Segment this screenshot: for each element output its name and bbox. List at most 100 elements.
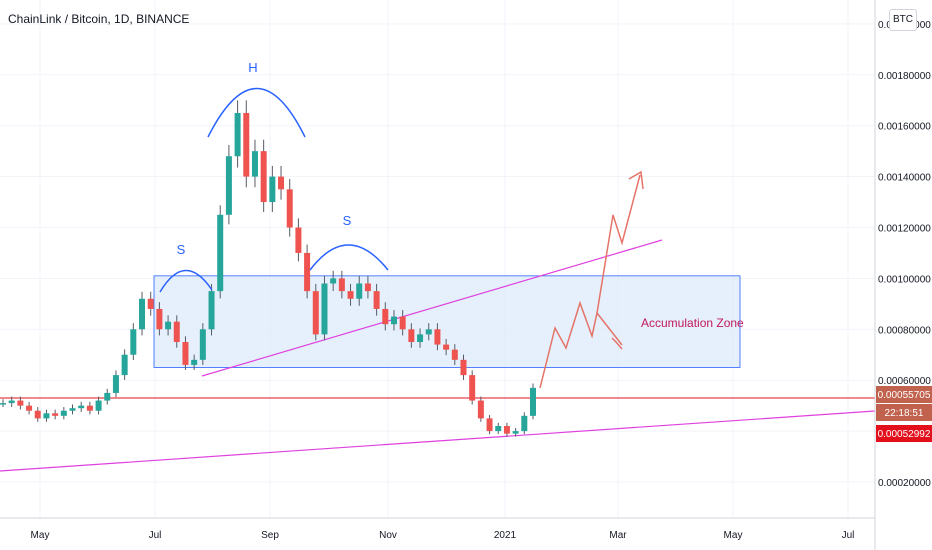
candle [225,144,232,225]
candle-body [364,283,371,292]
candle-body [147,298,154,309]
candle-body [69,408,76,411]
x-tick-label: Mar [609,530,627,541]
candle-body [139,298,146,330]
candle-body [260,151,267,203]
currency-button[interactable]: BTC [889,9,917,31]
candle-body [356,283,363,299]
candle [295,218,302,262]
candle [17,396,24,410]
head-label: H [248,60,257,75]
candle [286,179,293,237]
candle-body [269,176,276,203]
line-price-label: 0.00052992 [878,429,931,440]
candle [165,315,172,336]
x-tick-label: Nov [379,530,397,541]
candle-body [130,329,137,355]
candle-body [321,283,328,335]
candle-body [477,400,484,419]
x-tick-label: May [724,530,743,541]
candle-body [251,151,258,177]
candle-body [208,291,215,330]
candle-body [60,410,67,416]
candle-body [278,176,285,190]
candle-body [521,415,528,432]
candle-body [0,403,6,405]
y-tick-label: 0.00100000 [878,274,931,285]
candle [304,244,311,299]
candle-body [373,291,380,309]
candle-body [390,316,397,325]
candle [182,336,189,370]
candle [425,323,432,341]
candle [69,404,76,415]
candle [417,328,424,348]
countdown-label-bg [876,404,932,421]
candle-body [17,400,24,406]
candle [34,407,41,422]
candle-body [417,334,424,343]
candle [8,396,15,407]
last-price-label: 0.00055705 [878,390,931,401]
x-tick-label: 2021 [494,530,517,541]
y-tick-label: 0.00020000 [878,478,931,489]
candle [173,315,180,348]
candle [486,414,493,435]
candle-body [234,112,241,157]
candle-body [312,291,319,335]
candle [191,354,198,370]
candle [495,422,502,435]
candle-body [286,189,293,228]
candle [364,276,371,299]
candle-body [173,321,180,343]
candle [86,401,93,415]
candle-body [347,291,354,299]
candle-body [78,405,85,409]
candle [0,399,6,407]
candle-body [26,405,33,411]
candle-body [460,359,467,376]
y-tick-label: 0.00080000 [878,325,931,336]
candle-body [165,321,172,330]
x-tick-label: Jul [842,530,855,541]
y-tick-label: 0.00140000 [878,173,931,184]
candle [130,323,137,361]
left-shoulder-label: S [177,242,186,257]
candle [104,388,111,405]
candle [443,338,450,356]
projection-arrowhead-2 [628,170,644,190]
candle-body [443,344,450,350]
candle [382,302,389,331]
candle [356,276,363,306]
candle [251,139,258,188]
candle-body [304,252,311,292]
candle [269,165,276,212]
head-arc [207,87,306,138]
candle [373,283,380,316]
candle [260,139,267,212]
candle [312,283,319,341]
candle [78,401,85,412]
right-shoulder-label: S [343,213,352,228]
candle-body [408,329,415,343]
candle [434,323,441,351]
candle [512,428,519,437]
candle [60,407,67,420]
candle [399,310,406,336]
candle-body [503,426,510,434]
accumulation-zone-box [153,275,741,368]
candle [243,100,250,188]
left-shoulder-arc [159,269,213,293]
candle [217,205,224,299]
candle-body [34,410,41,419]
candle [52,409,59,420]
candle-body [86,405,93,411]
x-tick-label: May [31,530,50,541]
candle-body [121,354,128,376]
candle [330,270,337,291]
candle [408,323,415,348]
chart-title: ChainLink / Bitcoin, 1D, BINANCE [8,12,190,26]
candle [139,291,146,336]
candle-body [8,400,15,404]
